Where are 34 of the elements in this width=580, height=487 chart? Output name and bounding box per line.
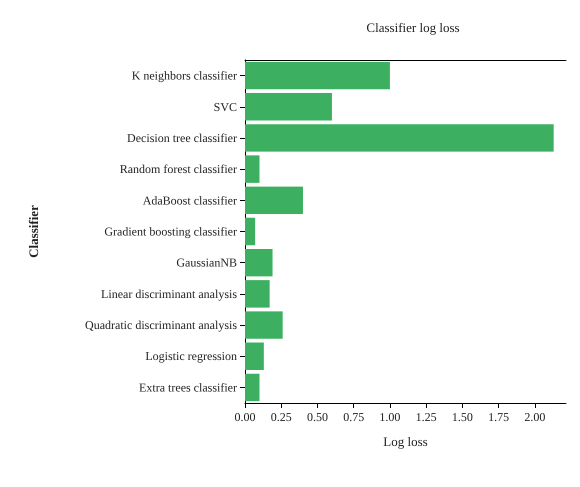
x-tick-label: 0.00 [234, 410, 256, 424]
y-tick-label: Extra trees classifier [139, 380, 237, 394]
y-tick-label: Logistic regression [145, 349, 237, 364]
bar [245, 248, 273, 276]
bar [245, 218, 256, 246]
y-tick-label: Quadratic discriminant analysis [85, 318, 238, 332]
bar [245, 374, 260, 402]
bar [245, 311, 283, 339]
x-tick-label: 0.25 [270, 410, 292, 424]
y-axis-title: Classifier [26, 204, 41, 258]
y-tick-label: AdaBoost classifier [142, 193, 238, 208]
bar [245, 280, 270, 308]
x-tick-label: 2.00 [524, 410, 546, 424]
y-tick-label: Gradient boosting classifier [104, 224, 237, 238]
y-tick-label: SVC [214, 100, 237, 114]
y-tick-label: Linear discriminant analysis [101, 286, 238, 301]
bar [245, 342, 264, 370]
bar [245, 124, 554, 152]
bar [245, 62, 390, 90]
chart-title: Classifier log loss [366, 20, 460, 35]
y-tick-label: K neighbors classifier [132, 68, 237, 83]
y-tick-label: GaussianNB [176, 256, 237, 270]
bar [245, 155, 260, 183]
x-tick-label: 1.50 [452, 410, 473, 424]
x-tick-label: 1.25 [416, 410, 437, 424]
x-tick-label: 0.75 [343, 410, 364, 424]
x-tick-label: 1.75 [488, 410, 510, 424]
x-tick-label: 0.50 [306, 410, 328, 424]
bar [245, 93, 332, 120]
x-axis-title: Log loss [383, 434, 428, 449]
y-tick-label: Decision tree classifier [127, 130, 237, 145]
bar [245, 186, 303, 214]
y-tick-label: Random forest classifier [120, 162, 237, 176]
x-tick-label: 1.00 [379, 410, 400, 424]
